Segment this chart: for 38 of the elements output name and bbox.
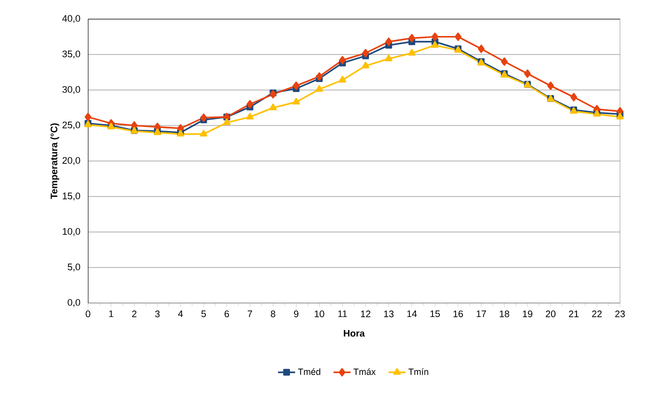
y-tick-label: 0,0 — [68, 299, 80, 307]
y-tick-label: 40,0 — [62, 15, 80, 23]
x-tick-label: 19 — [522, 310, 532, 318]
x-tick-label: 16 — [454, 310, 463, 318]
y-tick-label: 30,0 — [62, 86, 80, 94]
y-tick-label: 20,0 — [62, 157, 80, 165]
x-axis-title: Hora — [344, 330, 365, 337]
legend-label: Tméd — [298, 368, 320, 375]
x-tick-label: 8 — [270, 310, 276, 318]
x-tick-label: 22 — [592, 310, 602, 318]
y-axis-title: Temperatura (°C) — [50, 123, 60, 199]
y-tick-label: 35,0 — [62, 50, 80, 58]
x-tick-label: 1 — [109, 310, 114, 318]
y-tick-label: 10,0 — [62, 228, 80, 236]
x-tick-label: 0 — [86, 310, 90, 318]
x-tick-label: 11 — [338, 310, 347, 318]
x-tick-label: 14 — [407, 310, 417, 318]
x-tick-label: 4 — [178, 310, 183, 318]
x-tick-label: 18 — [500, 310, 510, 318]
x-tick-label: 12 — [361, 310, 370, 318]
x-tick-label: 23 — [615, 310, 625, 318]
x-tick-label: 10 — [314, 310, 324, 318]
x-tick-label: 21 — [568, 310, 579, 318]
x-tick-label: 13 — [384, 310, 394, 318]
y-tick-label: 25,0 — [62, 122, 80, 130]
x-tick-label: 3 — [155, 310, 160, 318]
x-tick-label: 5 — [201, 310, 206, 318]
y-tick-label: 5,0 — [68, 264, 80, 272]
x-tick-label: 2 — [132, 310, 136, 318]
y-tick-label: 15,0 — [62, 192, 80, 200]
x-tick-label: 15 — [430, 310, 440, 318]
x-tick-label: 9 — [294, 310, 298, 318]
legend-label: Tmáx — [354, 368, 376, 375]
x-tick-label: 6 — [224, 310, 229, 318]
legend-label: Tmín — [408, 368, 428, 375]
x-tick-label: 17 — [476, 310, 486, 318]
x-tick-label: 20 — [546, 310, 556, 318]
x-tick-label: 7 — [248, 310, 252, 318]
